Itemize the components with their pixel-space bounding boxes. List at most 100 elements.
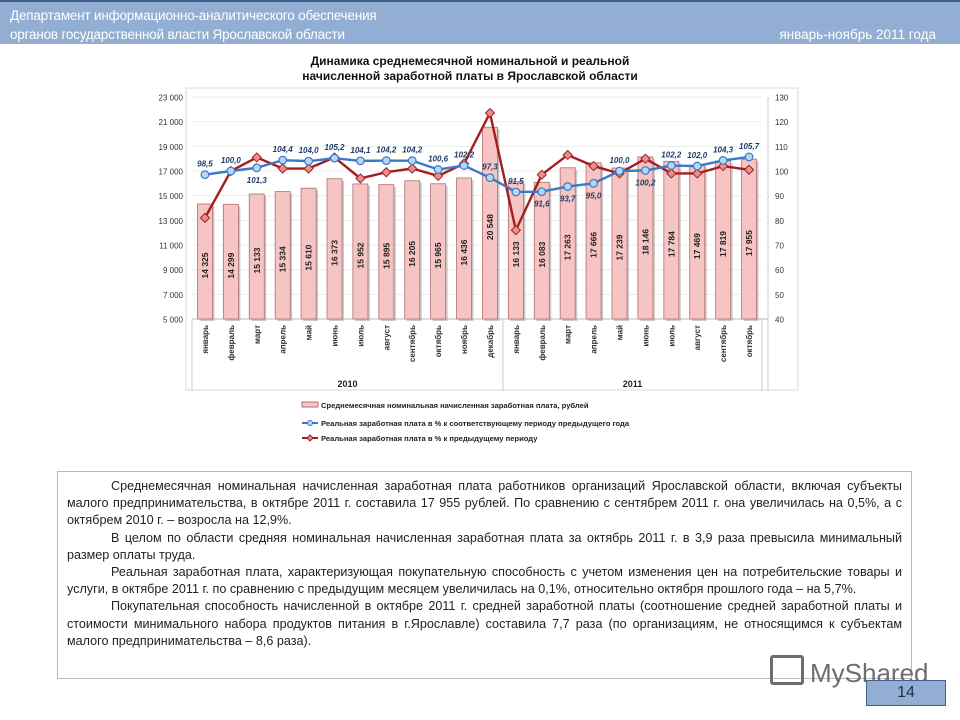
marker-circle bbox=[459, 161, 469, 170]
marker-diamond bbox=[432, 170, 444, 182]
x-axis-month-label: декабрь bbox=[486, 325, 495, 358]
x-axis-month-label: сентябрь bbox=[408, 325, 417, 362]
x-axis-month-label: апрель bbox=[279, 325, 288, 354]
chart-canvas: 5 000 7 000 9 000 11 000 13 000 15 000 17 000 1… bbox=[159, 87, 799, 443]
left-axis-tick: 7 000 bbox=[163, 291, 184, 300]
marker-circle bbox=[278, 155, 288, 165]
paragraph-real-wage: Реальная заработная плата, характеризующ… bbox=[67, 565, 902, 597]
marker-diamond bbox=[303, 163, 314, 174]
left-axis-tick: 19 000 bbox=[159, 143, 184, 152]
marker-circle bbox=[356, 156, 365, 166]
line-value-label: 93,7 bbox=[560, 195, 576, 204]
bar-value-label: 17 666 bbox=[589, 232, 599, 258]
x-axis-month-label: ноябрь bbox=[460, 325, 469, 354]
x-axis-month-label: июнь bbox=[331, 325, 340, 347]
x-axis-month-label: июль bbox=[667, 325, 676, 347]
left-axis-tick: 5 000 bbox=[163, 316, 184, 325]
x-axis-month-label: октябрь bbox=[434, 325, 443, 357]
bar-value-label: 18 146 bbox=[640, 229, 650, 255]
x-axis-month-label: октябрь bbox=[745, 325, 754, 357]
line-value-label: 104,2 bbox=[376, 146, 397, 155]
line-value-label: 91,6 bbox=[534, 200, 550, 209]
marker-circle bbox=[511, 187, 521, 197]
marker-circle bbox=[252, 163, 262, 173]
line-value-label: 104,1 bbox=[350, 146, 371, 155]
x-axis-month-label: январь bbox=[512, 325, 521, 354]
left-axis-tick: 23 000 bbox=[159, 94, 184, 103]
bar-value-label: 17 469 bbox=[692, 233, 702, 259]
bar-value-label: 15 610 bbox=[304, 244, 314, 270]
summary-textbox: Среднемесячная номинальная начисленная з… bbox=[57, 471, 912, 679]
bar-value-label: 16 373 bbox=[330, 240, 340, 266]
bar bbox=[222, 203, 239, 320]
marker-diamond bbox=[666, 168, 677, 179]
x-axis-month-label: август bbox=[693, 325, 702, 350]
line-value-label: 95,0 bbox=[586, 191, 602, 200]
bar-value-label: 15 334 bbox=[278, 246, 288, 272]
bar-value-label: 16 436 bbox=[459, 239, 469, 265]
header-department-line2: органов государственной власти Ярославск… bbox=[10, 27, 345, 42]
marker-circle bbox=[666, 161, 676, 170]
bar bbox=[430, 183, 447, 320]
x-axis-month-label: январь bbox=[201, 325, 210, 354]
bar bbox=[248, 193, 265, 320]
right-axis-tick: 130 bbox=[775, 94, 789, 103]
bar bbox=[559, 167, 576, 320]
line-value-label: 102,2 bbox=[661, 151, 682, 160]
slide-header: Департамент информационно-аналитического… bbox=[0, 0, 960, 44]
x-axis-month-label: август bbox=[382, 325, 391, 350]
right-axis-tick: 40 bbox=[775, 316, 784, 325]
line-value-label: 104,3 bbox=[713, 145, 734, 154]
bar-value-label: 14 299 bbox=[226, 252, 236, 278]
legend-label: Реальная заработная плата в % к соответс… bbox=[321, 419, 630, 428]
header-department-line1: Департамент информационно-аналитического… bbox=[10, 8, 377, 23]
x-axis-month-label: апрель bbox=[590, 325, 599, 354]
paragraph-nominal-wage: Среднемесячная номинальная начисленная з… bbox=[67, 479, 902, 528]
left-axis-tick: 17 000 bbox=[159, 168, 184, 177]
line-value-label: 104,4 bbox=[273, 145, 294, 154]
right-axis-tick: 90 bbox=[775, 192, 784, 201]
marker-diamond bbox=[407, 163, 418, 174]
x-axis-month-label: март bbox=[253, 325, 262, 344]
bar-value-label: 17 955 bbox=[744, 230, 754, 256]
line-value-label: 104,2 bbox=[402, 146, 423, 155]
marker-circle bbox=[563, 182, 573, 191]
line-prev-year bbox=[204, 155, 750, 194]
right-axis-tick: 120 bbox=[775, 118, 789, 127]
x-axis-year-label: 2011 bbox=[623, 379, 643, 389]
line-value-label: 100,2 bbox=[635, 179, 656, 188]
bar-value-label: 20 548 bbox=[485, 214, 495, 240]
marker-diamond bbox=[588, 160, 599, 172]
marker-diamond bbox=[484, 107, 496, 119]
x-axis-month-label: февраль bbox=[227, 325, 236, 361]
marker-diamond bbox=[536, 169, 547, 180]
bar-value-label: 15 965 bbox=[433, 242, 443, 268]
marker-circle bbox=[744, 152, 754, 162]
legend-circle-icon bbox=[307, 420, 313, 426]
chart-title-line2: начисленной заработной платы в Ярославск… bbox=[302, 69, 638, 83]
bar-value-label: 16 083 bbox=[537, 241, 547, 267]
x-axis-month-label: июнь bbox=[641, 325, 650, 347]
marker-circle bbox=[537, 187, 547, 197]
marker-diamond bbox=[692, 168, 703, 179]
chart-title: Динамика среднемесячной номинальной и ре… bbox=[230, 54, 710, 84]
bar-value-label: 15 133 bbox=[252, 247, 262, 273]
bar-value-label: 17 819 bbox=[718, 231, 728, 257]
bar bbox=[352, 183, 369, 320]
bar-value-label: 17 784 bbox=[666, 231, 676, 257]
marker-circle bbox=[589, 178, 598, 188]
x-axis-month-label: сентябрь bbox=[719, 325, 728, 362]
marker-diamond bbox=[510, 224, 522, 236]
x-axis-year-label: 2010 bbox=[337, 379, 357, 389]
bar-value-label: 17 263 bbox=[563, 234, 573, 260]
marker-diamond bbox=[640, 153, 651, 164]
legend-diamond-icon bbox=[306, 434, 314, 442]
line-value-label: 101,3 bbox=[247, 176, 268, 185]
line-value-label: 97,3 bbox=[482, 163, 498, 172]
marker-circle bbox=[485, 173, 495, 183]
marker-circle bbox=[433, 165, 443, 174]
marker-circle bbox=[615, 166, 624, 176]
bar bbox=[378, 184, 395, 320]
line-value-label: 105,7 bbox=[739, 142, 760, 151]
bar-value-label: 15 895 bbox=[381, 243, 391, 269]
